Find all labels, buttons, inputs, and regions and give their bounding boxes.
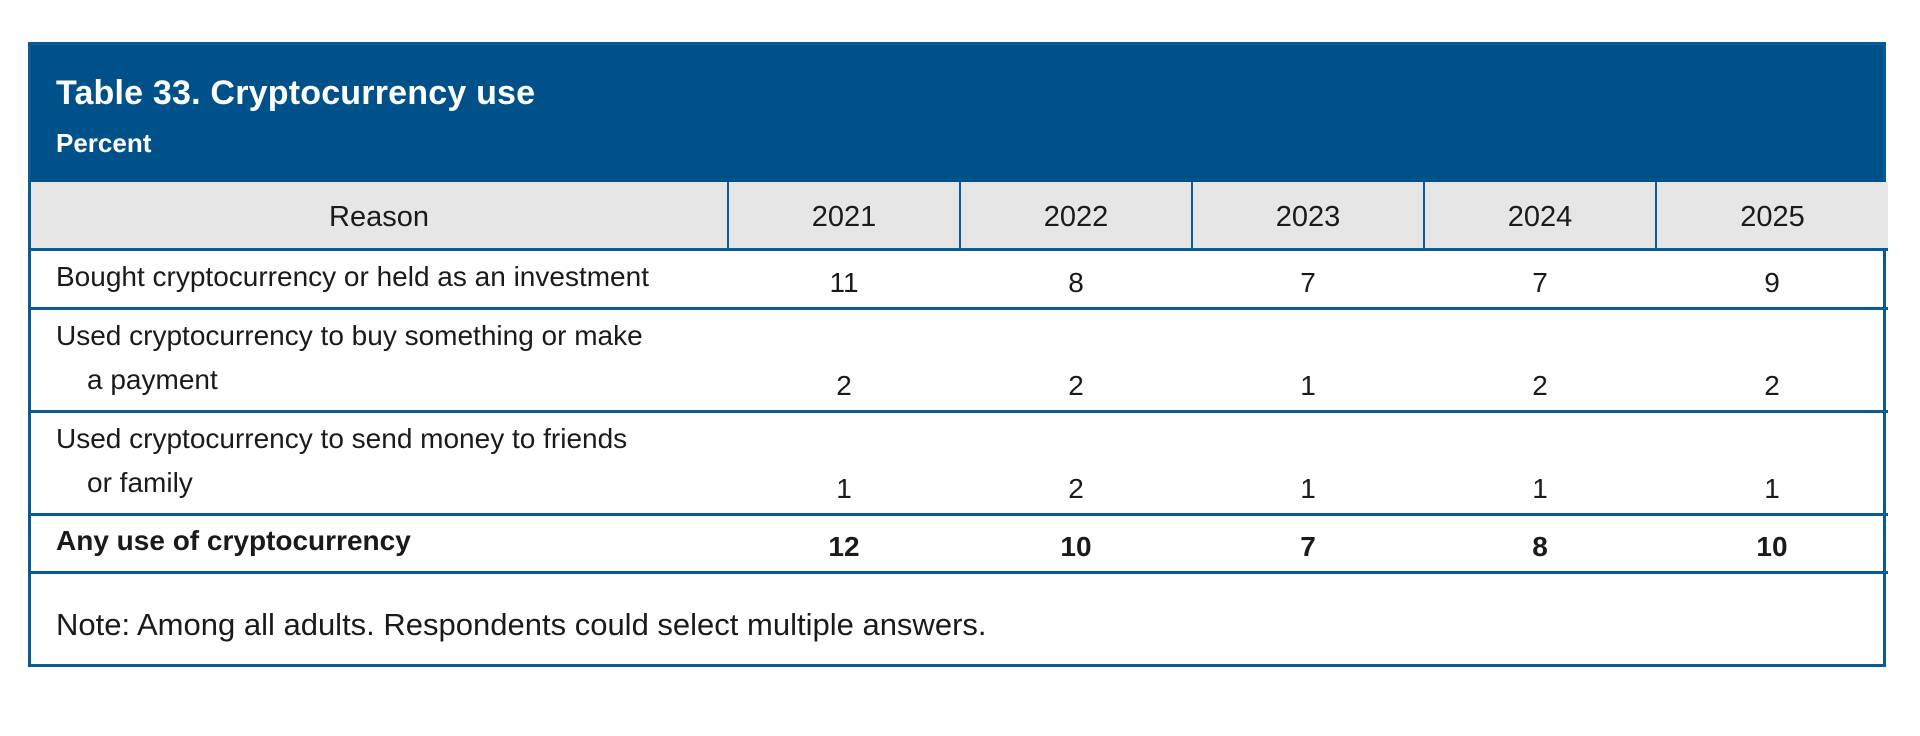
- column-header-2022: 2022: [959, 182, 1192, 251]
- row-label: Bought cryptocurrency or held as an inve…: [31, 249, 728, 310]
- column-header-2025: 2025: [1655, 182, 1888, 251]
- total-cell: 7: [1192, 514, 1424, 574]
- table-header: Table 33. Cryptocurrency use Percent: [31, 45, 1883, 182]
- row-label-line: Used cryptocurrency to send money to fri…: [56, 422, 628, 454]
- column-header-row: Reason 2021 2022 2023 2024 2025: [31, 182, 1888, 251]
- table-cell: 7: [1192, 249, 1424, 310]
- row-label-line: Bought cryptocurrency or held as an inve…: [56, 260, 649, 292]
- table-cell: 2: [960, 308, 1192, 413]
- table-row: Used cryptocurrency to buy something or …: [31, 308, 1888, 413]
- table-cell: 1: [1656, 411, 1888, 516]
- column-header-reason: Reason: [31, 182, 728, 251]
- table-title: Table 33. Cryptocurrency use: [56, 74, 536, 112]
- table-cell: 2: [960, 411, 1192, 516]
- table-cell: 2: [1424, 308, 1656, 413]
- table-subtitle: Percent: [56, 128, 152, 158]
- table-row: Used cryptocurrency to send money to fri…: [31, 411, 1888, 516]
- table-row: Bought cryptocurrency or held as an inve…: [31, 249, 1888, 310]
- row-label-continuation: or family: [87, 466, 193, 498]
- total-row: Any use of cryptocurrency 12 10 7 8 10: [31, 514, 1888, 574]
- row-label: Used cryptocurrency to buy something or …: [31, 308, 728, 413]
- table-cell: 1: [1424, 411, 1656, 516]
- column-header-2023: 2023: [1191, 182, 1424, 251]
- table-note: Note: Among all adults. Respondents coul…: [56, 606, 987, 642]
- table-cell: 11: [728, 249, 960, 310]
- table-cell: 2: [1656, 308, 1888, 413]
- table-cell: 1: [1192, 411, 1424, 516]
- table-cell: 1: [728, 411, 960, 516]
- table-cell: 2: [728, 308, 960, 413]
- total-cell: 12: [728, 514, 960, 574]
- column-header-2024: 2024: [1423, 182, 1656, 251]
- data-table: Reason 2021 2022 2023 2024 2025 Bought c…: [31, 182, 1888, 574]
- row-label: Used cryptocurrency to send money to fri…: [31, 411, 728, 516]
- table-cell: 9: [1656, 249, 1888, 310]
- column-header-2021: 2021: [727, 182, 960, 251]
- data-table-container: Table 33. Cryptocurrency use Percent Rea…: [28, 42, 1888, 667]
- row-label-continuation: a payment: [87, 363, 218, 395]
- total-row-label: Any use of cryptocurrency: [31, 514, 728, 574]
- table-cell: 8: [960, 249, 1192, 310]
- total-cell: 10: [1656, 514, 1888, 574]
- row-label-line: Used cryptocurrency to buy something or …: [56, 319, 643, 351]
- total-cell: 8: [1424, 514, 1656, 574]
- table-cell: 1: [1192, 308, 1424, 413]
- total-cell: 10: [960, 514, 1192, 574]
- table-cell: 7: [1424, 249, 1656, 310]
